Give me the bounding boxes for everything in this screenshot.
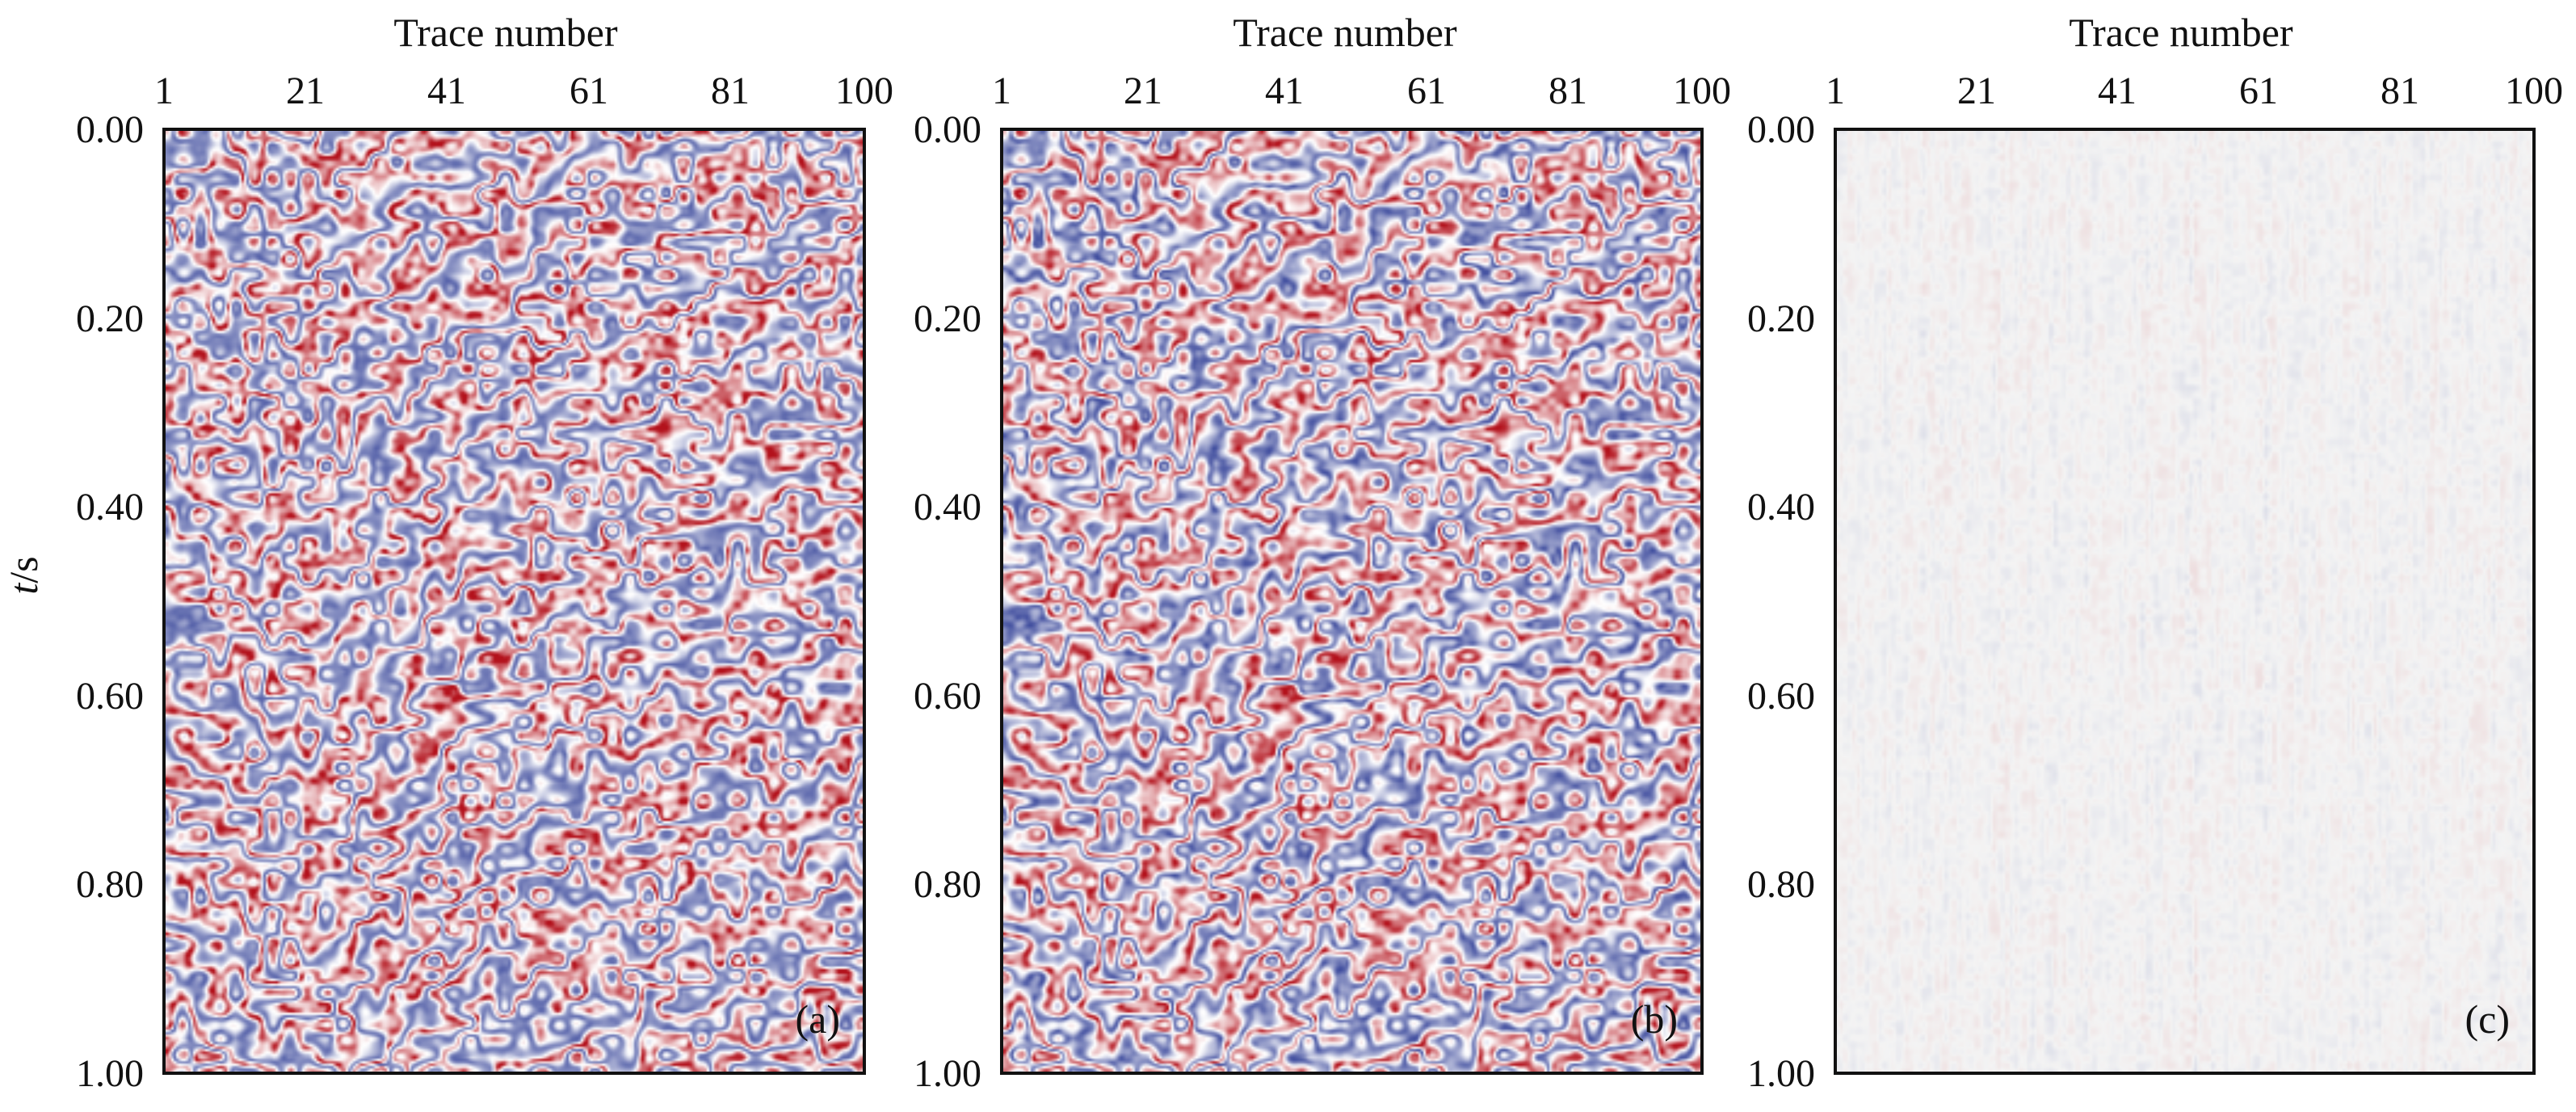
panel-a-y-tick-3: 0.60	[76, 675, 144, 718]
panel-c-y-ticks: 0.00 0.20 0.40 0.60 0.80 1.00	[1747, 108, 1815, 1095]
panel-b-x-tick-1: 1	[992, 70, 1011, 112]
panel-c-y-tick-1: 0.20	[1747, 297, 1815, 340]
panel-c-x-ticks: 1 21 41 61 81 100	[1826, 70, 2563, 112]
panel-c: Trace number 1 21 41 61 81 100 0.00 0.20…	[1747, 10, 2563, 1095]
panel-a-y-tick-0: 0.00	[76, 108, 144, 151]
panel-b-x-axis-title: Trace number	[1233, 10, 1457, 55]
panel-b-y-tick-0: 0.00	[914, 108, 981, 151]
panel-a-y-tick-5: 1.00	[76, 1052, 144, 1095]
panel-b-y-ticks: 0.00 0.20 0.40 0.60 0.80 1.00	[914, 108, 981, 1095]
panel-c-y-tick-3: 0.60	[1747, 675, 1815, 718]
panel-b-x-tick-41: 41	[1265, 70, 1304, 112]
panel-a: Trace number 1 21 41 61 81 100 0.00 0.20…	[76, 10, 893, 1095]
panel-a-y-ticks: 0.00 0.20 0.40 0.60 0.80 1.00	[76, 108, 144, 1095]
panel-b-y-tick-1: 0.20	[914, 297, 981, 340]
panel-a-frame	[162, 128, 866, 1075]
panel-b-y-tick-2: 0.40	[914, 486, 981, 529]
panel-a-y-tick-4: 0.80	[76, 863, 144, 906]
panel-b-seismic-image	[1002, 129, 1702, 1073]
y-axis-label: t/s	[1, 556, 46, 594]
panel-a-image-host	[164, 129, 864, 1073]
panel-a-x-tick-41: 41	[427, 70, 466, 112]
panel-b-y-tick-3: 0.60	[914, 675, 981, 718]
panel-c-x-axis-title: Trace number	[2069, 10, 2293, 55]
panel-b-x-tick-21: 21	[1124, 70, 1162, 112]
panel-a-y-tick-2: 0.40	[76, 486, 144, 529]
panel-c-x-tick-81: 81	[2381, 70, 2419, 112]
panel-b-y-tick-4: 0.80	[914, 863, 981, 906]
panel-a-x-axis-title: Trace number	[393, 10, 618, 55]
panel-c-y-tick-4: 0.80	[1747, 863, 1815, 906]
panel-b-y-tick-5: 1.00	[914, 1052, 981, 1095]
panel-b-x-tick-61: 61	[1407, 70, 1446, 112]
panel-a-x-tick-21: 21	[286, 70, 325, 112]
panel-a-y-tick-1: 0.20	[76, 297, 144, 340]
panel-b: Trace number 1 21 41 61 81 100 0.00 0.20…	[914, 10, 1731, 1095]
panel-b-frame	[1000, 128, 1704, 1075]
panel-c-image-host	[1835, 129, 2534, 1073]
panel-c-x-tick-100: 100	[2505, 70, 2563, 112]
panel-c-x-tick-41: 41	[2098, 70, 2137, 112]
panel-b-label: (b)	[1631, 996, 1678, 1042]
panel-a-seismic-image	[164, 129, 864, 1073]
panel-a-x-tick-1: 1	[154, 70, 174, 112]
panel-c-x-tick-61: 61	[2239, 70, 2278, 112]
panel-c-label: (c)	[2465, 996, 2511, 1042]
panel-b-x-tick-81: 81	[1549, 70, 1587, 112]
panel-a-x-tick-81: 81	[711, 70, 750, 112]
panel-b-x-ticks: 1 21 41 61 81 100	[992, 70, 1731, 112]
panel-c-x-tick-21: 21	[1957, 70, 1996, 112]
panel-a-x-tick-100: 100	[835, 70, 893, 112]
panel-a-x-tick-61: 61	[569, 70, 608, 112]
panel-a-label: (a)	[796, 996, 841, 1042]
panel-c-seismic-image	[1835, 129, 2534, 1073]
panel-a-x-ticks: 1 21 41 61 81 100	[154, 70, 893, 112]
panel-c-x-tick-1: 1	[1826, 70, 1845, 112]
panel-c-y-tick-0: 0.00	[1747, 108, 1815, 151]
panel-c-y-tick-2: 0.40	[1747, 486, 1815, 529]
panel-c-y-tick-5: 1.00	[1747, 1052, 1815, 1095]
panel-b-image-host	[1002, 129, 1702, 1073]
panel-b-x-tick-100: 100	[1673, 70, 1731, 112]
y-axis-label-unit: /s	[1, 556, 46, 583]
panel-c-frame	[1834, 128, 2536, 1075]
y-axis-label-italic: t	[1, 583, 46, 595]
